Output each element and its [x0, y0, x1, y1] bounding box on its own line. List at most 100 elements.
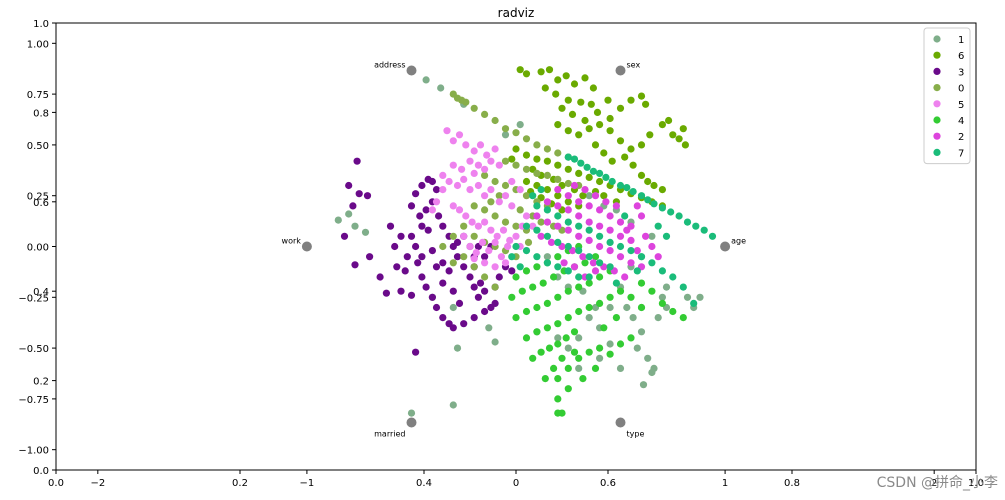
- data-point-series-5: [476, 141, 485, 149]
- data-point-series-6: [642, 100, 650, 108]
- data-point-series-5: [501, 259, 510, 267]
- data-point-series-0: [533, 169, 541, 177]
- data-point-series-6: [637, 171, 646, 179]
- data-point-series-6: [616, 104, 625, 112]
- data-point-series-2: [642, 232, 650, 240]
- data-point-series-6: [606, 114, 614, 123]
- data-point-series-4: [518, 287, 526, 295]
- data-point-series-2: [570, 181, 579, 190]
- data-point-series-5: [522, 212, 531, 220]
- data-point-series-7: [564, 267, 572, 275]
- data-point-series-2: [616, 232, 625, 240]
- data-point-series-4: [585, 303, 593, 312]
- data-point-series-7: [654, 222, 662, 230]
- data-point-series-4: [550, 273, 558, 281]
- data-point-series-1: [516, 121, 524, 129]
- data-point-series-4: [570, 328, 579, 336]
- data-point-series-6: [577, 98, 585, 106]
- data-point-series-3: [428, 293, 436, 301]
- data-point-series-6: [606, 127, 614, 135]
- data-point-series-6: [596, 121, 604, 129]
- data-point-series-6: [575, 131, 583, 139]
- data-point-series-3: [439, 279, 447, 287]
- data-point-series-4: [529, 283, 537, 291]
- data-point-series-4: [575, 283, 583, 291]
- data-point-series-2: [612, 202, 621, 210]
- data-point-series-7: [585, 226, 593, 234]
- data-point-series-6: [552, 90, 560, 98]
- data-point-series-7: [533, 253, 541, 261]
- data-point-series-0: [470, 202, 478, 210]
- data-point-series-2: [585, 202, 593, 210]
- data-point-series-2: [648, 242, 656, 251]
- data-point-series-7: [662, 232, 671, 240]
- data-point-series-6: [627, 96, 635, 104]
- x-tick-label: −1: [300, 478, 315, 489]
- data-point-series-3: [353, 157, 361, 165]
- data-point-series-6: [581, 116, 589, 125]
- data-point-series-2: [564, 226, 572, 234]
- data-point-series-7: [608, 177, 616, 186]
- data-point-series-5: [439, 171, 447, 179]
- data-point-series-3: [401, 267, 409, 275]
- legend-label-5: 5: [958, 100, 964, 111]
- data-point-series-7: [606, 238, 614, 246]
- data-point-series-3: [382, 289, 390, 297]
- data-point-series-3: [474, 293, 482, 301]
- data-point-series-3: [481, 307, 489, 316]
- data-point-series-7: [708, 232, 717, 240]
- data-point-series-0: [537, 218, 545, 226]
- data-point-series-4: [585, 279, 593, 287]
- data-point-series-6: [564, 165, 572, 173]
- data-point-series-1: [449, 303, 457, 312]
- anchor-label-type: type: [627, 430, 645, 439]
- data-point-series-1: [491, 338, 499, 346]
- data-point-series-5: [491, 145, 499, 153]
- data-point-series-6: [608, 157, 616, 165]
- data-point-series-5: [474, 161, 482, 169]
- data-point-series-5: [474, 181, 482, 190]
- data-point-series-4: [554, 395, 562, 403]
- outer-x-tick-label: 0.6: [600, 478, 616, 489]
- data-point-series-1: [606, 340, 614, 348]
- data-point-series-4: [570, 348, 579, 356]
- data-point-series-6: [644, 177, 652, 186]
- data-point-series-5: [508, 202, 516, 210]
- y-tick-label: 0.50: [27, 141, 49, 152]
- data-point-series-5: [470, 169, 478, 177]
- data-point-series-1: [662, 283, 671, 291]
- anchor-label-age: age: [731, 237, 746, 246]
- data-point-series-1: [575, 364, 583, 372]
- data-point-series-0: [491, 283, 499, 291]
- data-point-series-0: [516, 206, 524, 214]
- data-point-series-1: [696, 293, 704, 301]
- data-point-series-3: [435, 212, 443, 220]
- data-point-series-3: [397, 287, 405, 295]
- data-point-series-4: [585, 348, 593, 356]
- data-point-series-3: [407, 202, 416, 210]
- data-point-series-2: [585, 218, 593, 226]
- data-point-series-3: [432, 186, 441, 194]
- data-point-series-5: [491, 263, 499, 271]
- data-point-series-5: [504, 242, 512, 251]
- anchor-point-age: [720, 241, 731, 252]
- data-point-series-6: [554, 192, 562, 200]
- data-point-series-3: [391, 242, 399, 251]
- data-point-series-7: [575, 247, 583, 255]
- x-tick-label: 0: [513, 478, 519, 489]
- data-point-series-0: [501, 157, 510, 165]
- data-point-series-4: [564, 385, 572, 393]
- data-point-series-5: [497, 253, 505, 261]
- data-point-series-3: [476, 279, 485, 287]
- data-point-series-0: [460, 253, 468, 261]
- anchor-point-type: [615, 417, 626, 428]
- data-point-series-5: [501, 192, 510, 200]
- data-point-series-2: [596, 242, 604, 251]
- data-point-series-3: [432, 263, 441, 271]
- data-point-series-4: [564, 287, 572, 295]
- data-point-series-6: [564, 127, 572, 135]
- data-point-series-0: [533, 141, 541, 149]
- data-point-series-7: [596, 259, 604, 267]
- data-point-series-5: [495, 161, 503, 169]
- data-point-series-6: [522, 177, 531, 186]
